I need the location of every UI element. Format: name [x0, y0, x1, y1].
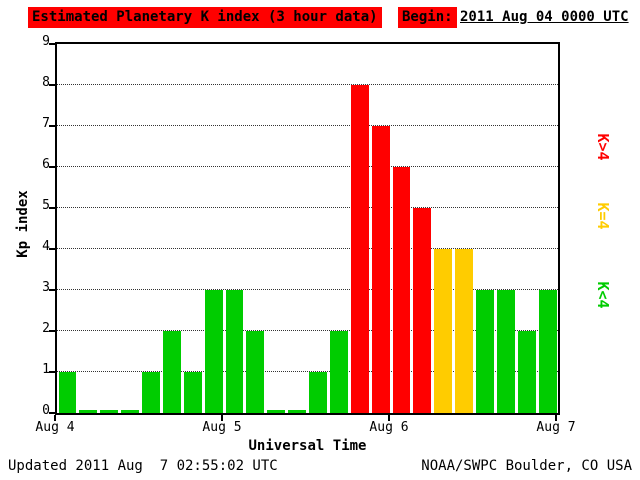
x-tick-label: Aug 4 [35, 420, 75, 435]
y-tick-label: 8 [42, 75, 50, 90]
y-tick [49, 166, 55, 168]
y-tick-label: 3 [42, 280, 50, 295]
y-tick-label: 2 [42, 321, 50, 336]
plot-area [55, 42, 560, 415]
y-tick-label: 7 [42, 116, 50, 131]
x-tick [555, 415, 557, 421]
gridline-kp-7 [57, 125, 558, 126]
kp-bar [329, 331, 348, 413]
x-tick [221, 415, 223, 421]
legend-label-kp-lt-4: K<4 [594, 281, 612, 309]
y-tick [49, 207, 55, 209]
y-tick [49, 125, 55, 127]
kp-bar [496, 290, 515, 413]
kp-bar [309, 372, 327, 413]
kp-bar [413, 208, 432, 413]
kp-bar [100, 410, 119, 413]
x-tick-label: Aug 6 [369, 420, 409, 435]
legend-label-kp-eq-4: K=4 [594, 202, 612, 230]
legend-label-kp-gt-4: K>4 [594, 133, 612, 161]
gridline-kp-8 [57, 84, 558, 85]
kp-bar [267, 410, 286, 413]
y-tick-label: 0 [42, 403, 50, 418]
kp-bar [476, 290, 494, 413]
kp-bar [225, 290, 244, 413]
y-tick [49, 289, 55, 291]
kp-bar [371, 126, 390, 413]
x-tick-label: Aug 7 [536, 420, 576, 435]
kp-bar [434, 249, 453, 413]
kp-bar [517, 331, 536, 413]
kp-bar [455, 249, 473, 413]
y-tick-label: 5 [42, 198, 50, 213]
begin-label: Begin: [398, 7, 457, 28]
chart-title: Estimated Planetary K index (3 hour data… [28, 7, 382, 28]
gridline-kp-4 [57, 248, 558, 249]
y-tick-label: 1 [42, 362, 50, 377]
kp-bar [392, 167, 411, 413]
x-tick-marks [54, 415, 560, 421]
x-tick-labels: Aug 4 Aug 5 Aug 6 Aug 7 [35, 420, 575, 436]
y-tick-label: 4 [42, 239, 50, 254]
y-tick-marks [49, 42, 55, 415]
y-tick-label: 9 [42, 34, 50, 49]
gridline-kp-2 [57, 330, 558, 331]
kp-bar [246, 331, 265, 413]
kp-bar [288, 410, 306, 413]
x-tick-label: Aug 5 [202, 420, 242, 435]
x-tick [54, 415, 56, 421]
y-tick-labels: 0 1 2 3 4 5 6 7 8 9 [26, 35, 50, 418]
kp-bar [58, 372, 77, 413]
kp-bar [350, 85, 369, 413]
kp-bar [204, 290, 223, 413]
y-tick [49, 84, 55, 86]
kp-bar [142, 372, 160, 413]
y-tick [49, 248, 55, 250]
gridline-kp-6 [57, 166, 558, 167]
gridline-kp-5 [57, 207, 558, 208]
footer-source-credit: NOAA/SWPC Boulder, CO USA [421, 458, 632, 474]
kp-bar [538, 290, 557, 413]
kp-bar [121, 410, 139, 413]
begin-value: 2011 Aug 04 0000 UTC [460, 9, 629, 25]
gridline-kp-3 [57, 289, 558, 290]
y-tick [49, 412, 55, 414]
y-tick [49, 371, 55, 373]
y-tick-label: 6 [42, 157, 50, 172]
x-tick [388, 415, 390, 421]
y-tick [49, 43, 55, 45]
gridline-kp-1 [57, 371, 558, 372]
kp-bar [183, 372, 202, 413]
y-tick [49, 330, 55, 332]
x-axis-title: Universal Time [248, 438, 367, 454]
footer-updated-timestamp: Updated 2011 Aug 7 02:55:02 UTC [8, 458, 278, 474]
kp-bar [79, 410, 98, 413]
kp-bar [162, 331, 181, 413]
